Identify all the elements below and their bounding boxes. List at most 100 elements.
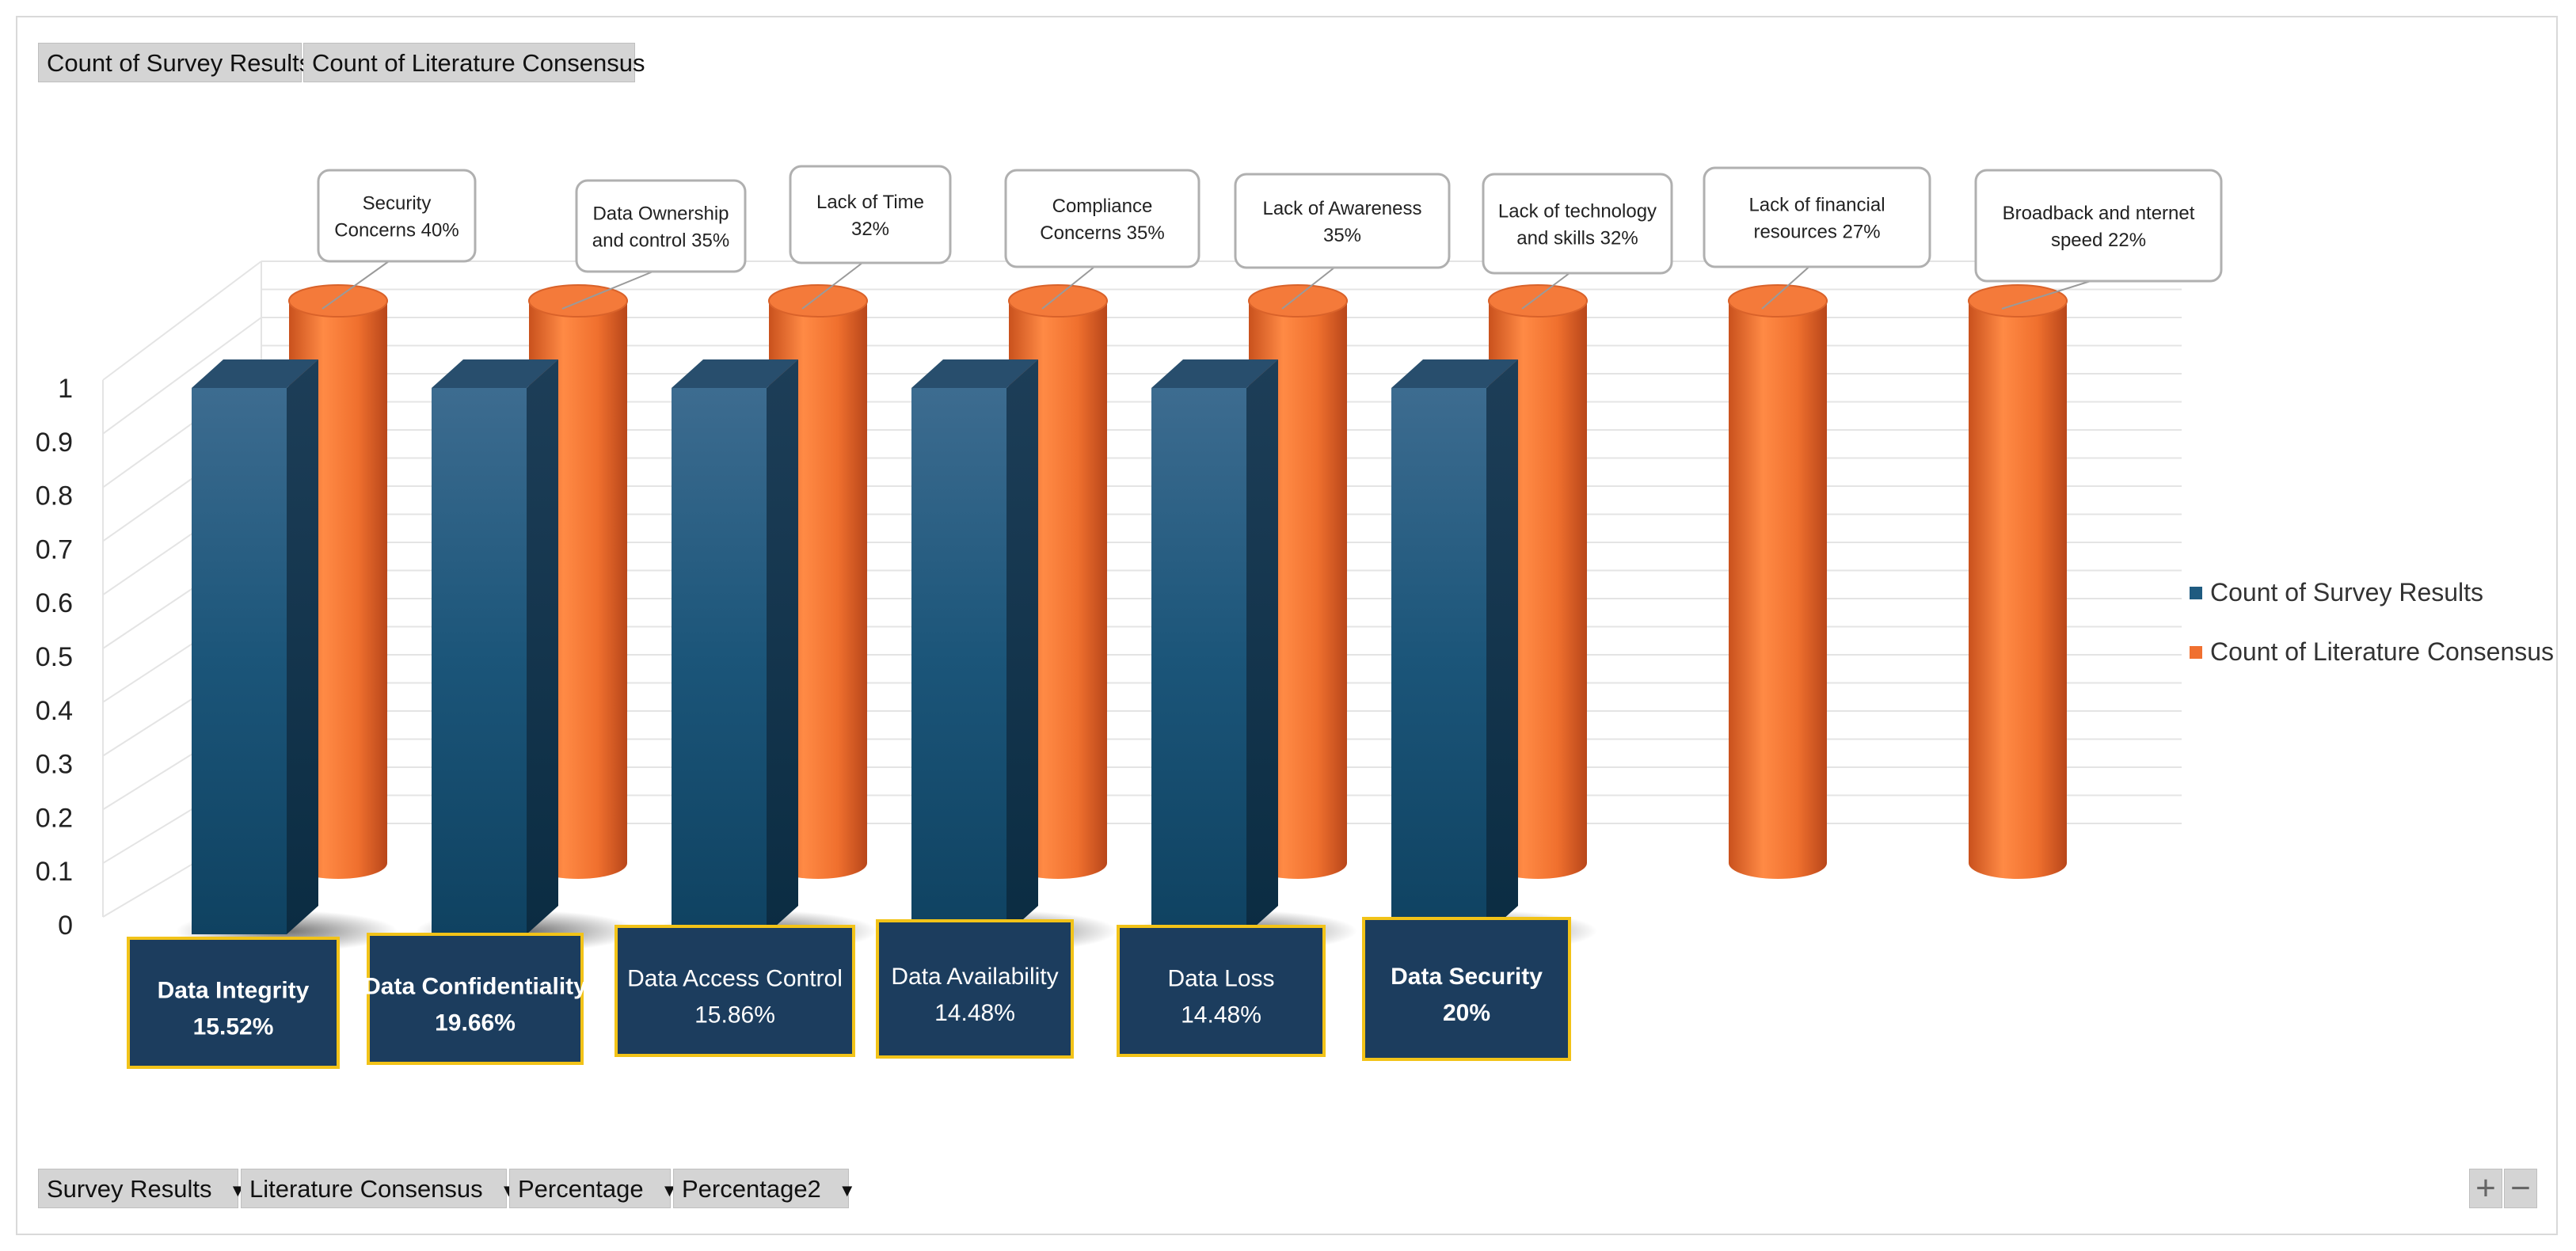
- field-percentage2[interactable]: Percentage2 ▼: [673, 1169, 856, 1208]
- legend-label: Count of Survey Results: [2210, 578, 2483, 606]
- field-literature-consensus[interactable]: Literature Consensus▼: [241, 1169, 517, 1208]
- callout-box: [1974, 169, 2223, 283]
- bar-top: [1391, 359, 1518, 388]
- survey-label-line1: Data Security: [1391, 964, 1543, 990]
- legend-swatch: [2190, 646, 2202, 659]
- callout-box: [1234, 173, 1451, 269]
- field-label: Count of Survey Results: [47, 49, 312, 77]
- survey-label-line2: 20%: [1443, 1000, 1490, 1026]
- survey-bar: [416, 359, 637, 952]
- literature-label-line1: Lack of financial: [1748, 195, 1885, 216]
- bar-top: [1151, 359, 1278, 388]
- callout-box: [1004, 169, 1200, 268]
- survey-label-box: [1362, 917, 1571, 1061]
- bar-front: [672, 388, 767, 934]
- survey-label-box: [127, 937, 340, 1069]
- literature-label-line1: Broadback and nternet: [2003, 203, 2195, 224]
- field-label: Count of Literature Consensus: [312, 49, 645, 77]
- survey-label-line1: Data Loss: [1167, 966, 1274, 992]
- zoom-in-button[interactable]: +: [2469, 1169, 2502, 1208]
- bar-front: [911, 388, 1006, 934]
- callout-leader: [801, 262, 863, 310]
- survey-label-line2: 15.52%: [193, 1014, 274, 1040]
- bar-front: [1391, 388, 1486, 934]
- literature-label-line2: speed 22%: [2051, 230, 2146, 251]
- bar-side: [287, 359, 318, 934]
- field-label: Survey Results: [47, 1175, 212, 1203]
- callout-leader: [322, 260, 390, 310]
- literature-label-line2: Concerns 35%: [1040, 222, 1164, 244]
- literature-label-line2: 32%: [851, 219, 889, 240]
- survey-label-box: [1117, 925, 1326, 1057]
- y-tick-label: 1: [58, 374, 73, 404]
- survey-label-line1: Data Access Control: [627, 966, 843, 992]
- callout-leader: [1281, 267, 1335, 310]
- literature-label-line1: Lack of Awareness: [1262, 198, 1421, 219]
- y-tick-label: 0.2: [36, 803, 73, 833]
- literature-label-line2: and skills 32%: [1516, 228, 1638, 249]
- bar-front: [1151, 388, 1246, 934]
- cylinder-body: [1729, 301, 1827, 879]
- bar-top: [911, 359, 1038, 388]
- gridlines: [102, 260, 2182, 918]
- legend-swatch: [2190, 587, 2202, 599]
- field-label: Literature Consensus: [249, 1175, 483, 1203]
- literature-label-line1: Security: [363, 193, 432, 215]
- field-count-literature-consensus[interactable]: Count of Literature Consensus: [303, 43, 645, 82]
- callout-leader: [1041, 266, 1095, 310]
- y-tick-label: 0.9: [36, 428, 73, 458]
- legend-label: Count of Literature Consensus: [2210, 637, 2554, 666]
- literature-label-line1: Lack of technology: [1498, 201, 1657, 222]
- survey-label-box: [615, 925, 855, 1057]
- bar-side: [527, 359, 558, 934]
- survey-label-box: [876, 919, 1074, 1059]
- plus-icon: +: [2475, 1169, 2496, 1207]
- zoom-out-button[interactable]: −: [2504, 1169, 2537, 1208]
- field-survey-results[interactable]: Survey Results ▼: [38, 1169, 246, 1208]
- cylinder-top: [1488, 284, 1588, 318]
- y-axis: 0 0.1 0.2 0.3 0.4 0.5 0.6 0.7 0.8 0.9 1: [36, 374, 73, 941]
- bar-side: [1006, 359, 1038, 934]
- callout-leader: [1521, 272, 1570, 310]
- cylinder-top: [1968, 284, 2068, 318]
- cylinder-top: [768, 284, 868, 318]
- survey-label-line2: 14.48%: [934, 1000, 1015, 1026]
- dropdown-arrow-icon: ▼: [838, 1180, 856, 1200]
- callout-box: [1482, 173, 1673, 275]
- literature-label-line1: Data Ownership: [592, 203, 729, 225]
- survey-label-line2: 14.48%: [1181, 1002, 1261, 1029]
- bar-side: [767, 359, 798, 934]
- literature-label-line1: Lack of Time: [816, 192, 924, 213]
- cylinder-top: [1008, 284, 1108, 318]
- literature-bar: [1968, 284, 2068, 879]
- cylinder-top: [528, 284, 628, 318]
- callout-box: [317, 169, 477, 263]
- survey-label-line1: Data Availability: [891, 964, 1058, 990]
- y-tick-label: 0.5: [36, 642, 73, 672]
- y-tick-label: 0.1: [36, 857, 73, 887]
- survey-label-line2: 15.86%: [694, 1002, 775, 1029]
- cylinder-body: [1969, 301, 2067, 879]
- gridline-side: [102, 260, 262, 381]
- literature-label-line2: resources 27%: [1753, 222, 1880, 243]
- data-labels: Security Concerns 40% Data Ownership and co…: [127, 165, 2223, 1069]
- bar-front: [192, 388, 287, 934]
- literature-label-line2: Concerns 40%: [334, 220, 459, 241]
- field-label: Percentage2: [682, 1175, 821, 1203]
- callout-box: [1703, 166, 1931, 268]
- y-tick-label: 0.8: [36, 481, 73, 511]
- bar-top: [672, 359, 798, 388]
- callout-box: [789, 165, 952, 264]
- bar-side: [1246, 359, 1278, 934]
- literature-label-line1: Compliance: [1052, 196, 1153, 217]
- callout-leader: [1761, 266, 1810, 310]
- bar-top: [192, 359, 318, 388]
- literature-label-line2: 35%: [1323, 225, 1361, 246]
- minus-icon: −: [2510, 1169, 2531, 1207]
- field-percentage[interactable]: Percentage ▼: [509, 1169, 678, 1208]
- survey-label-box: [367, 933, 584, 1065]
- field-count-survey-results[interactable]: Count of Survey Results: [38, 43, 311, 82]
- callout-leader: [561, 271, 653, 310]
- y-tick-label: 0.3: [36, 750, 73, 780]
